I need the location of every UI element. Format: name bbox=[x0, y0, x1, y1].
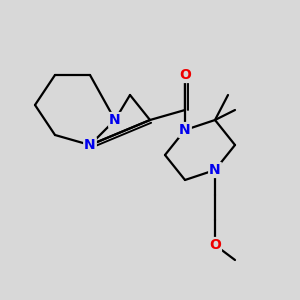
Text: N: N bbox=[179, 123, 191, 137]
Text: O: O bbox=[179, 68, 191, 82]
Text: O: O bbox=[209, 238, 221, 252]
Text: N: N bbox=[109, 113, 121, 127]
Text: N: N bbox=[209, 163, 221, 177]
Text: N: N bbox=[84, 138, 96, 152]
